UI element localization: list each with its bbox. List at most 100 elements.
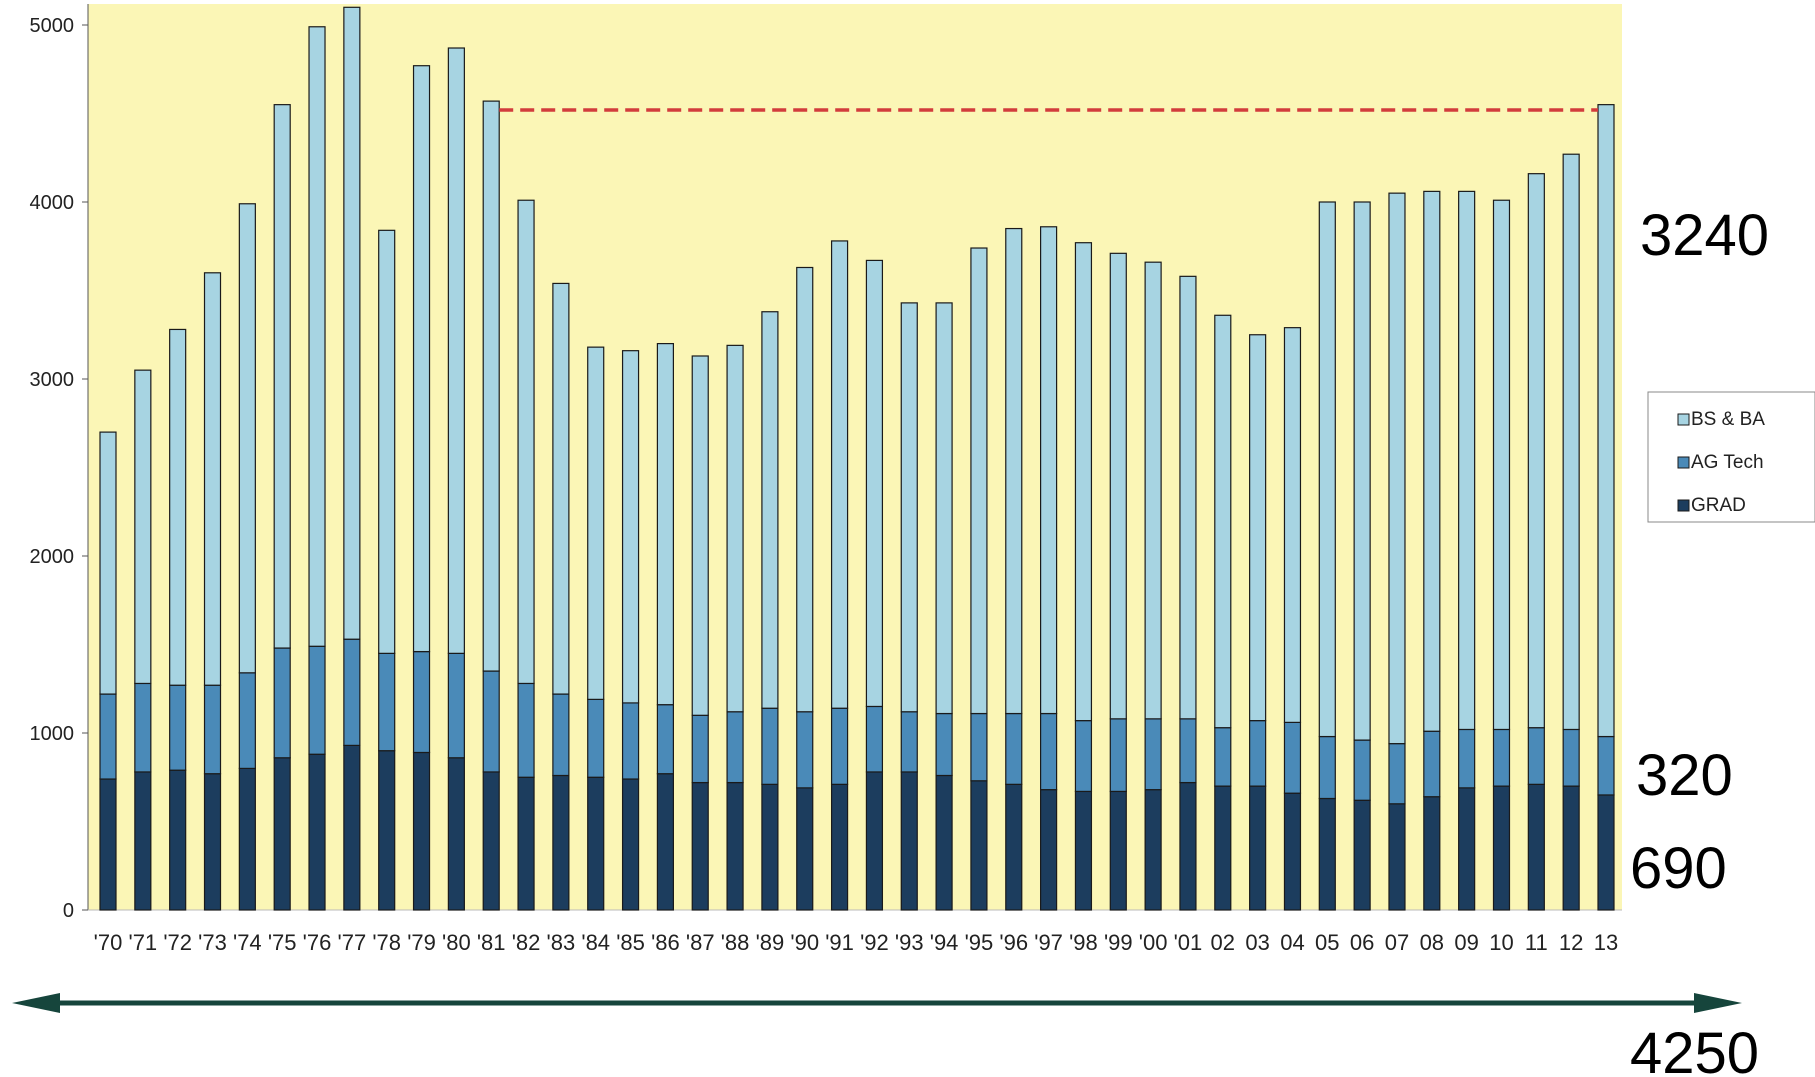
bar-segment-ag-tech <box>1458 728 1476 789</box>
bar-segment-grad <box>1109 790 1127 911</box>
x-tick-label: '97 <box>1034 930 1063 955</box>
bar-segment-bs-ba <box>1283 327 1302 723</box>
bar-segment-bs-ba <box>935 302 953 715</box>
x-tick-label: 02 <box>1211 930 1235 955</box>
y-tick-label: 4000 <box>30 192 75 214</box>
bar-segment-ag-tech <box>656 704 675 775</box>
bar-segment-ag-tech <box>169 684 187 771</box>
bar-segment-bs-ba <box>726 344 744 713</box>
bar-segment-grad <box>1353 799 1371 911</box>
bar-segment-ag-tech <box>1249 720 1267 787</box>
bar-segment-grad <box>1074 790 1093 911</box>
x-tick-label: '73 <box>198 930 227 955</box>
bar-segment-bs-ba <box>1597 104 1615 738</box>
bar-segment-ag-tech <box>99 693 117 780</box>
x-tick-label: '84 <box>581 930 610 955</box>
bar-segment-ag-tech <box>970 712 988 782</box>
x-tick-label: '70 <box>94 930 123 955</box>
legend-label: GRAD <box>1691 495 1746 516</box>
bar-segment-grad <box>1249 785 1267 911</box>
x-tick-label: 03 <box>1245 930 1269 955</box>
bar-segment-bs-ba <box>308 26 326 647</box>
bar-segment-bs-ba <box>1074 242 1093 722</box>
x-tick-label: '91 <box>825 930 854 955</box>
bar-segment-ag-tech <box>1039 712 1058 791</box>
bar-segment-ag-tech <box>203 684 222 775</box>
bar-segment-ag-tech <box>621 702 640 780</box>
legend-label: BS & BA <box>1691 409 1765 430</box>
bar-segment-bs-ba <box>1492 199 1511 731</box>
x-tick-label: '74 <box>233 930 262 955</box>
x-tick-label: 05 <box>1315 930 1339 955</box>
bar-segment-bs-ba <box>1458 190 1476 731</box>
legend-swatch <box>1677 456 1690 469</box>
bar-segment-grad <box>1214 785 1232 911</box>
bar-segment-bs-ba <box>203 272 222 686</box>
y-tick-label: 0 <box>63 900 74 922</box>
bar-segment-ag-tech <box>134 682 152 773</box>
bar-segment-ag-tech <box>726 711 744 784</box>
timeline-arrowhead-left <box>12 993 60 1013</box>
bar-segment-bs-ba <box>656 343 675 706</box>
x-tick-label: 04 <box>1280 930 1304 955</box>
bar-segment-ag-tech <box>412 650 431 754</box>
bar-segment-grad <box>865 771 884 911</box>
bar-segment-grad <box>378 750 396 911</box>
bar-segment-bs-ba <box>169 328 187 686</box>
bar-segment-grad <box>99 778 117 911</box>
bar-segment-bs-ba <box>1109 252 1127 720</box>
bar-segment-grad <box>482 771 500 911</box>
bar-stack-group <box>99 6 1615 911</box>
x-tick-label: '79 <box>407 930 436 955</box>
bar-segment-ag-tech <box>552 693 570 777</box>
annotation-label: 690 <box>1630 836 1727 901</box>
bar-segment-bs-ba <box>1562 153 1580 731</box>
bar-segment-bs-ba <box>1423 190 1441 732</box>
bar-segment-ag-tech <box>865 705 884 773</box>
bar-segment-ag-tech <box>1527 727 1545 785</box>
bar-segment-ag-tech <box>1109 718 1127 793</box>
legend: BS & BA AG Tech GRAD <box>1647 391 1815 523</box>
bar-segment-bs-ba <box>970 247 988 715</box>
x-tick-label: '95 <box>965 930 994 955</box>
bar-segment-ag-tech <box>1005 712 1023 785</box>
bar-segment-ag-tech <box>1283 721 1302 794</box>
bar-segment-ag-tech <box>830 707 849 785</box>
bar-segment-bs-ba <box>691 355 709 716</box>
bar-segment-bs-ba <box>273 104 291 649</box>
bar-segment-grad <box>796 787 814 911</box>
legend-swatch <box>1677 499 1690 512</box>
bar-segment-grad <box>1005 783 1023 911</box>
legend-swatch <box>1677 413 1690 426</box>
x-tick-label: '86 <box>651 930 680 955</box>
bar-segment-grad <box>1388 803 1406 911</box>
bar-segment-ag-tech <box>517 682 535 778</box>
y-tick-label: 5000 <box>30 15 75 37</box>
bar-segment-bs-ba <box>343 6 361 640</box>
bar-segment-grad <box>447 757 465 911</box>
bar-segment-grad <box>656 773 675 911</box>
bar-segment-bs-ba <box>1353 201 1371 741</box>
x-tick-label: 08 <box>1420 930 1444 955</box>
x-tick-label: 06 <box>1350 930 1374 955</box>
bar-segment-ag-tech <box>935 712 953 777</box>
bar-segment-grad <box>830 783 849 911</box>
x-tick-label: '75 <box>268 930 297 955</box>
bar-segment-bs-ba <box>1144 261 1162 720</box>
x-tick-label: '94 <box>930 930 959 955</box>
bar-segment-ag-tech <box>1492 728 1511 787</box>
bar-segment-bs-ba <box>1527 173 1545 729</box>
x-tick-label: '88 <box>721 930 750 955</box>
x-tick-label: '77 <box>338 930 367 955</box>
bar-segment-bs-ba <box>1039 226 1058 715</box>
bar-segment-ag-tech <box>587 698 605 778</box>
bar-segment-ag-tech <box>378 652 396 752</box>
bar-segment-grad <box>1283 792 1302 911</box>
bar-segment-bs-ba <box>238 203 256 674</box>
bar-segment-bs-ba <box>99 431 117 695</box>
bar-segment-bs-ba <box>1179 275 1197 720</box>
bar-segment-grad <box>970 780 988 911</box>
bar-segment-bs-ba <box>134 369 152 685</box>
bar-segment-bs-ba <box>1388 192 1406 745</box>
